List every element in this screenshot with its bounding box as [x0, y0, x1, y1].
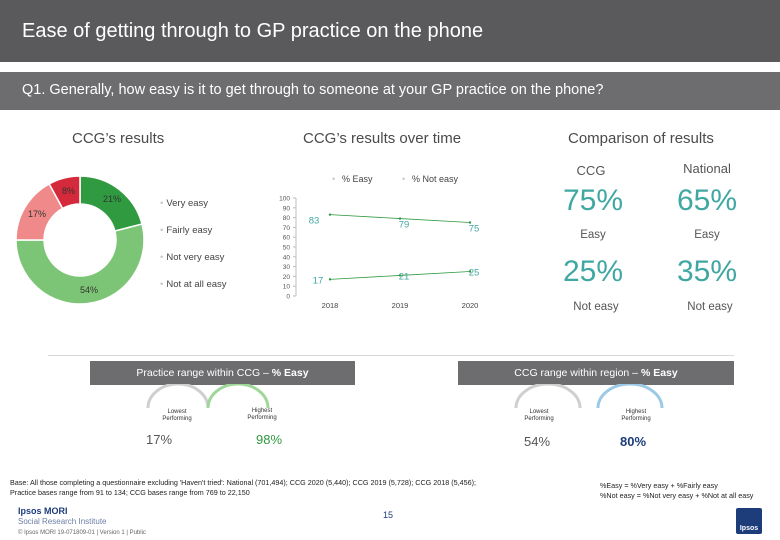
- y-tick-label: 40: [283, 254, 291, 261]
- ipsos-mori-logo: Ipsos MORI: [18, 506, 68, 516]
- cmp-ccg-easy-label: Easy: [580, 229, 606, 241]
- donut-label-fairly-easy: 54%: [80, 285, 99, 295]
- cmp-national-easy-label: Easy: [694, 229, 720, 241]
- line-chart-lines: [328, 213, 472, 281]
- practice-highest-value: 98%: [256, 432, 283, 447]
- ccg-range-bar: CCG range within region – % Easy: [458, 361, 734, 385]
- legend-marker: •: [402, 174, 405, 184]
- range-divider: [48, 355, 734, 356]
- ccg-range-gauge: [514, 384, 664, 409]
- data-label: 79: [399, 220, 410, 231]
- cmp-national-not-easy: 35%: [676, 255, 738, 288]
- legend-not-very-easy: • Not very easy: [160, 252, 225, 263]
- series-point: [468, 221, 472, 224]
- y-tick-label: 100: [279, 196, 290, 203]
- donut-slice-fairly-easy: [15, 223, 145, 305]
- line-chart-labels: 83 79 75 17 21 25: [309, 216, 480, 287]
- ccg-highest-label: Highest Performing: [621, 409, 651, 422]
- practice-lowest-value: 17%: [146, 432, 173, 447]
- page-title: Ease of getting through to GP practice o…: [22, 20, 484, 42]
- y-tick-label: 80: [283, 215, 291, 222]
- section-comparison: Comparison of results: [568, 130, 714, 147]
- section-over-time: CCG’s results over time: [303, 130, 462, 147]
- cmp-national-not-easy-label: Not easy: [687, 301, 733, 313]
- y-tick-label: 90: [283, 205, 291, 212]
- practice-highest-label: Highest Performing: [247, 408, 277, 421]
- x-tick-label: 2019: [392, 301, 409, 310]
- donut-label-very-easy: 21%: [103, 194, 122, 204]
- series-point: [468, 270, 472, 273]
- section-ccg-results: CCG’s results: [72, 130, 165, 147]
- cmp-national-header: National: [683, 161, 731, 176]
- y-tick-label: 10: [283, 284, 291, 291]
- page-number: 15: [383, 510, 394, 520]
- cmp-ccg-easy: 75%: [562, 184, 624, 217]
- y-tick-label: 20: [283, 274, 291, 281]
- ipsos-logo: Ipsos: [736, 508, 762, 534]
- definition-footnote-2: %Not easy = %Not very easy + %Not at all…: [600, 491, 754, 500]
- question-bar: Q1. Generally, how easy is it to get thr…: [0, 72, 780, 110]
- line-chart: 0 10 20 30 40 50 60 70 80 90 100 2018 2019 2020 • % Eas…: [279, 174, 480, 310]
- series-point: [398, 217, 402, 220]
- y-tick-label: 0: [286, 294, 290, 301]
- x-tick-label: 2020: [462, 301, 479, 310]
- ccg-highest-value: 80%: [620, 434, 647, 449]
- base-footnote-2: Practice bases range from 91 to 134; CCG…: [10, 488, 250, 497]
- data-label: 17: [313, 275, 324, 286]
- practice-range-bar: Practice range within CCG – % Easy: [90, 361, 355, 385]
- x-tick-label: 2018: [322, 301, 339, 310]
- data-label: 83: [309, 216, 320, 227]
- legend-not-at-all-easy: • Not at all easy: [160, 279, 227, 290]
- practice-range-gauge: [146, 384, 270, 409]
- y-tick-label: 30: [283, 264, 291, 271]
- line-chart-axis: 0 10 20 30 40 50 60 70 80 90 100 2018 2019 2020 • % Eas…: [279, 174, 478, 310]
- practice-lowest-label: Lowest Performing: [162, 409, 192, 422]
- question-text: Q1. Generally, how easy is it to get thr…: [22, 82, 604, 98]
- donut-label-not-very-easy: 17%: [28, 209, 47, 219]
- ccg-lowest-label: Lowest Performing: [524, 409, 554, 422]
- donut-slices: [15, 175, 145, 305]
- ccg-lowest-value: 54%: [524, 434, 551, 449]
- donut-label-not-at-all-easy: 8%: [62, 186, 76, 196]
- donut-chart: [15, 175, 145, 305]
- data-label: 75: [469, 224, 480, 235]
- data-label: 25: [469, 268, 480, 279]
- copyright: © Ipsos MORI 19-071809-01 | Version 1 | …: [18, 530, 146, 536]
- y-tick-label: 50: [283, 245, 291, 252]
- legend-series-1: % Not easy: [412, 174, 459, 184]
- y-tick-label: 70: [283, 225, 291, 232]
- y-tick-label: 60: [283, 235, 291, 242]
- cmp-national-easy: 65%: [676, 184, 738, 217]
- title-bar: Ease of getting through to GP practice o…: [0, 0, 780, 62]
- series-point: [328, 278, 332, 281]
- legend-marker: •: [332, 174, 335, 184]
- data-label: 21: [399, 271, 410, 282]
- sri-logo-text: Social Research Institute: [18, 517, 107, 526]
- legend-series-0: % Easy: [342, 174, 373, 184]
- legend-fairly-easy: • Fairly easy: [160, 225, 213, 236]
- cmp-ccg-not-easy-label: Not easy: [573, 301, 619, 313]
- base-footnote-1: Base: All those completing a questionnai…: [10, 478, 476, 487]
- donut-slice-not-at-all-easy: [48, 175, 81, 210]
- definition-footnote-1: %Easy = %Very easy + %Fairly easy: [600, 481, 718, 490]
- series-point: [328, 213, 332, 216]
- cmp-ccg-header: CCG: [576, 163, 606, 178]
- cmp-ccg-not-easy: 25%: [562, 255, 624, 288]
- series-point: [398, 274, 402, 277]
- legend-very-easy: • Very easy: [160, 198, 209, 209]
